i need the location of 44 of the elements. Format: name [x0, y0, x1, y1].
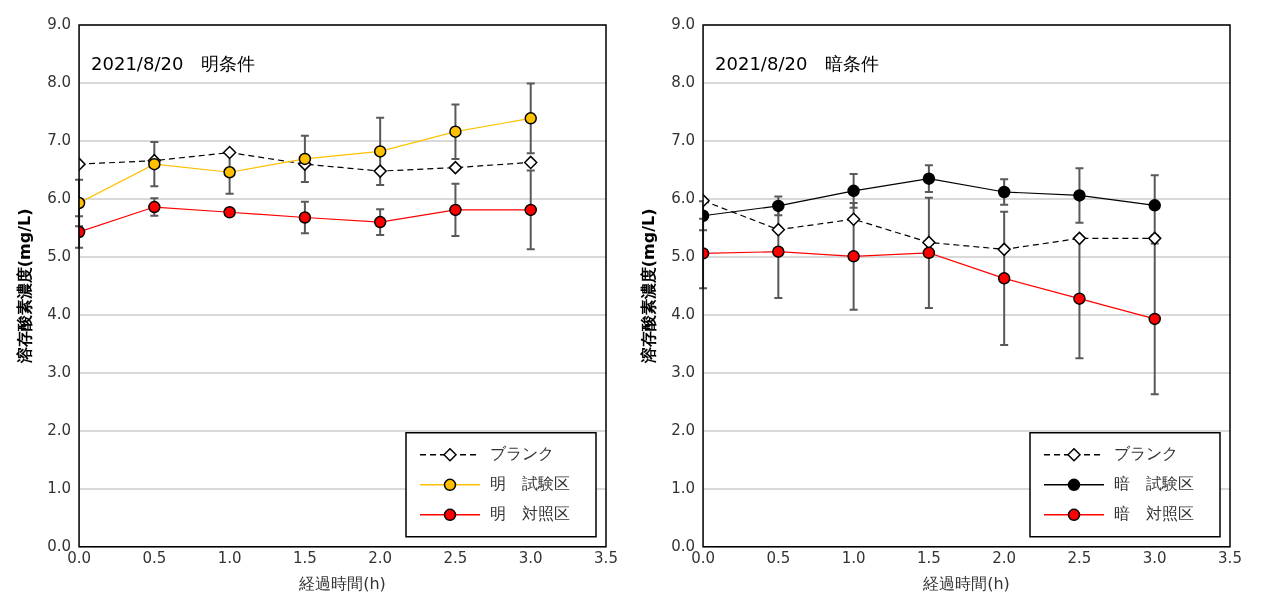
x-tick-label: 3.0 — [1142, 548, 1167, 567]
y-tick-label: 2.0 — [671, 420, 696, 439]
text: 2021/8/20 明条件 — [91, 52, 256, 74]
legend-label: 明 対照区 — [490, 503, 570, 523]
x-tick-label: 1.0 — [217, 548, 242, 567]
x-axis-title: 経過時間(h) — [298, 573, 386, 593]
x-tick-label: 2.0 — [992, 548, 1017, 567]
y-tick-label: 4.0 — [47, 304, 72, 323]
y-tick-label: 9.0 — [47, 14, 72, 33]
x-tick-label: 3.5 — [594, 548, 618, 567]
y-tick-label: 6.0 — [671, 188, 696, 207]
y-tick-label: 4.0 — [671, 304, 696, 323]
y-tick-label: 3.0 — [671, 362, 696, 381]
legend-label: 明 試験区 — [490, 473, 570, 493]
y-tick-label: 5.0 — [671, 246, 696, 265]
y-tick-label: 8.0 — [47, 72, 72, 91]
x-tick-label: 1.0 — [841, 548, 866, 567]
x-axis-title: 経過時間(h) — [922, 573, 1010, 593]
x-tick-label: 1.5 — [292, 548, 317, 567]
y-tick-label: 7.0 — [47, 130, 72, 149]
y-tick-label: 1.0 — [47, 478, 72, 497]
x-tick-label: 2.0 — [368, 548, 393, 567]
y-tick-label: 7.0 — [671, 130, 696, 149]
x-tick-label: 2.5 — [443, 548, 468, 567]
y-axis-title: 溶存酸素濃度(mg/L) — [638, 208, 658, 365]
x-tick-label: 1.5 — [916, 548, 941, 567]
text: 2021/8/20 暗条件 — [715, 52, 880, 74]
x-tick-label: 0.5 — [766, 548, 791, 567]
y-axis-title: 溶存酸素濃度(mg/L) — [14, 208, 34, 365]
y-tick-label: 5.0 — [47, 246, 72, 265]
x-tick-label: 3.5 — [1218, 548, 1242, 567]
y-tick-label: 6.0 — [47, 188, 72, 207]
y-tick-label: 2.0 — [47, 420, 72, 439]
legend-label: ブランク — [1114, 443, 1178, 463]
legend-label: ブランク — [490, 443, 554, 463]
x-tick-label: 2.5 — [1067, 548, 1092, 567]
y-tick-label: 3.0 — [47, 362, 72, 381]
legend-label: 暗 試験区 — [1114, 473, 1194, 493]
x-tick-label: 3.0 — [518, 548, 543, 567]
legend-label: 暗 対照区 — [1114, 503, 1194, 523]
y-tick-label: 8.0 — [671, 72, 696, 91]
y-tick-label: 1.0 — [671, 478, 696, 497]
x-tick-label: 0.5 — [142, 548, 167, 567]
y-tick-label: 9.0 — [671, 14, 696, 33]
